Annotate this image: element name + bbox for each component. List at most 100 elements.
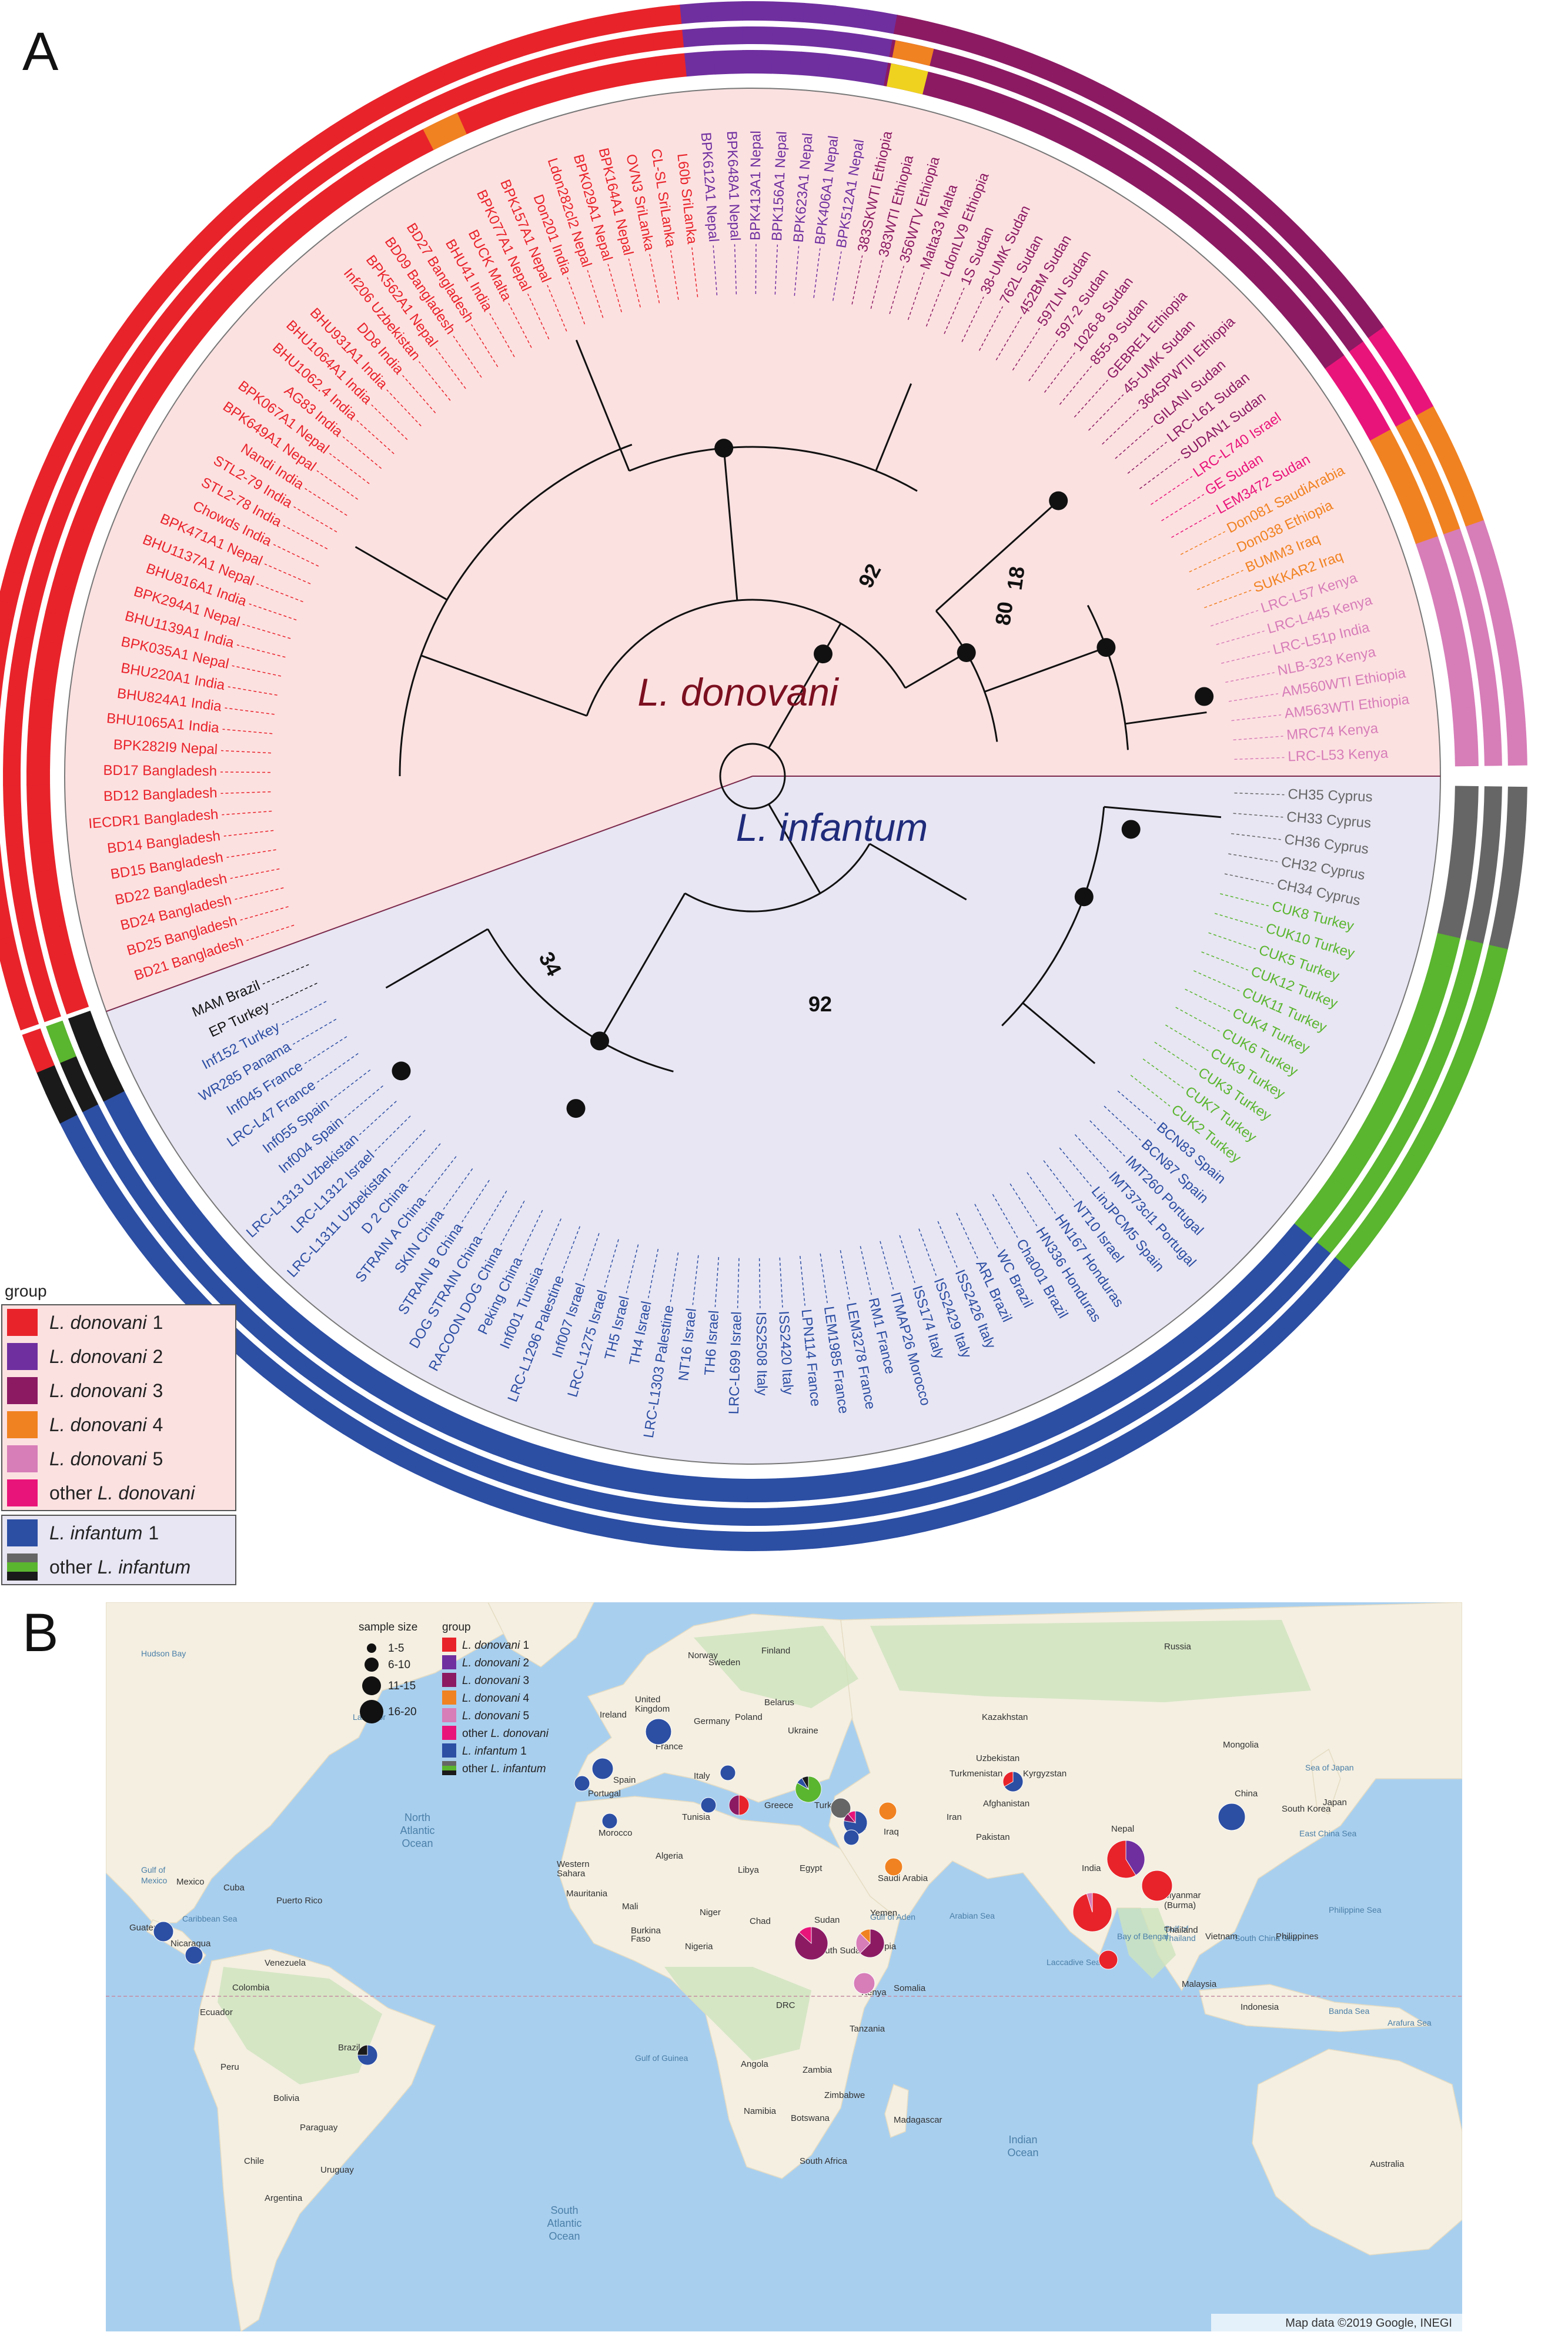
legend-swatch: [7, 1445, 38, 1472]
panel-b-label: B: [22, 1603, 59, 1663]
clade-infantum: L. infantum: [736, 806, 928, 849]
sample-pie-srilanka: [1098, 1950, 1118, 1970]
map-canvas: NorthAtlanticOceanSouthAtlanticOceanIndi…: [106, 1602, 1462, 2331]
support-node: [1121, 820, 1141, 839]
leaf-label: LRC-L699 Israel: [726, 1311, 745, 1414]
sample-pie-honduras: [153, 1921, 174, 1942]
legend-species: L. donovani: [49, 1414, 147, 1435]
place-label: Nicaragua: [170, 1939, 211, 1949]
place-label: United: [635, 1695, 660, 1705]
clade-donovani: L. donovani: [637, 670, 840, 714]
sample-pie-tunisia: [700, 1797, 717, 1813]
size-legend-title: sample size: [359, 1621, 417, 1633]
place-label: Bolivia: [273, 2093, 300, 2103]
ocean-label: Ocean: [549, 2230, 580, 2242]
place-label: Paraguay: [300, 2123, 338, 2133]
support-node: [1195, 687, 1214, 706]
sample-pie-panama: [185, 1946, 203, 1965]
place-label: Uzbekistan: [976, 1753, 1019, 1763]
place-label: Burkina: [631, 1926, 661, 1936]
sample-pie-brazil: [357, 2044, 378, 2066]
place-label: Chile: [244, 2156, 264, 2166]
sea-label: East China Sea: [1299, 1829, 1356, 1838]
bootstrap-value: 92: [808, 992, 832, 1016]
legend-suffix: 1: [152, 1311, 163, 1333]
support-node: [814, 644, 833, 664]
legend-swatch: [7, 1411, 38, 1438]
place-label: Norway: [688, 1651, 718, 1661]
legend-row: L. donovani 4: [2, 1408, 235, 1442]
place-label: Kyrgyzstan: [1023, 1769, 1066, 1779]
place-label: Philippines: [1276, 1932, 1319, 1942]
landmass: [487, 1602, 594, 1668]
place-label: Mongolia: [1223, 1740, 1259, 1750]
support-node: [392, 1061, 411, 1081]
vegetation: [870, 1620, 1311, 1702]
legend-row: other L. donovani: [2, 1476, 235, 1510]
place-label: Spain: [613, 1775, 636, 1785]
place-label: Niger: [700, 1907, 721, 1917]
sample-pie-palestine: [843, 1829, 860, 1846]
place-label: Faso: [631, 1934, 650, 1944]
place-label: Egypt: [800, 1863, 823, 1873]
map-credit: Map data ©2019 Google, INEGI: [1285, 2317, 1452, 2330]
sample-pie-cyprus: [830, 1798, 851, 1819]
legend-row: L. donovani 3: [2, 1374, 235, 1408]
group-legend-label: other L. infantum: [462, 1763, 546, 1775]
place-label: Sahara: [557, 1869, 586, 1879]
ocean-label: Ocean: [402, 1837, 433, 1849]
place-label: Sweden: [708, 1658, 740, 1668]
leaf-label: CH35 Cyprus: [1288, 786, 1373, 805]
legend-swatch: [7, 1377, 38, 1404]
sample-pie-spain: [591, 1758, 614, 1780]
place-label: Malaysia: [1182, 1979, 1217, 1989]
sea-label: Bay of Bengal: [1117, 1932, 1168, 1941]
legend-swatch: [7, 1519, 38, 1546]
size-legend-dot: [362, 1676, 381, 1695]
group-swatch: [442, 1708, 456, 1722]
legend-species: L. donovani: [49, 1311, 147, 1333]
leaf-label: BPK413A1 Nepal: [747, 131, 764, 240]
legend-species: L. donovani: [97, 1482, 195, 1504]
leaf-label: BPK648A1 Nepal: [724, 131, 743, 241]
place-label: Yemen: [870, 1908, 897, 1918]
group-legend-label: L. infantum 1: [462, 1745, 527, 1758]
place-label: Ecuador: [200, 2007, 233, 2017]
place-label: Peru: [220, 2062, 239, 2072]
place-label: Turkmenistan: [950, 1769, 1002, 1779]
group-legend-label: L. donovani 3: [462, 1675, 529, 1687]
ocean-label: Indian: [1008, 2134, 1037, 2146]
place-label: Myanmar: [1164, 1890, 1201, 1900]
legend-suffix: 5: [152, 1448, 163, 1469]
place-label: Vietnam: [1205, 1932, 1238, 1942]
sample-pie-france: [645, 1718, 672, 1745]
leaf-label: ISS2508 Italy: [753, 1312, 770, 1396]
place-label: Belarus: [764, 1698, 794, 1708]
sea-label: Caribbean Sea: [182, 1914, 238, 1923]
legend-species: L. donovani: [49, 1448, 147, 1469]
sea-label: Gulf of: [141, 1865, 165, 1875]
place-label: India: [1082, 1863, 1101, 1873]
sample-pie-malta: [728, 1795, 750, 1816]
sample-pie-morocco: [601, 1813, 618, 1829]
legend-suffix: 2: [152, 1345, 163, 1367]
group-swatch: [442, 1655, 456, 1669]
leaf-label: BD17 Bangladesh: [103, 763, 217, 780]
place-label: China: [1235, 1789, 1258, 1799]
place-label: Somalia: [894, 1983, 926, 1993]
legend-prefix: other: [49, 1556, 98, 1578]
panel-a-label: A: [22, 22, 59, 82]
place-label: Cuba: [223, 1883, 245, 1893]
sample-pie-iraq: [878, 1802, 897, 1820]
place-label: (Burma): [1164, 1900, 1196, 1910]
sample-pie-china: [1218, 1803, 1246, 1831]
group-legend-label: other L. donovani: [462, 1728, 549, 1740]
legend-row: other L. infantum: [2, 1550, 235, 1584]
size-legend-label: 16-20: [388, 1706, 417, 1718]
place-label: Ireland: [600, 1710, 627, 1720]
place-label: Ukraine: [788, 1726, 818, 1736]
sea-label: Banda Sea: [1329, 2006, 1369, 2016]
place-label: Mexico: [176, 1877, 205, 1887]
group-swatch: [442, 1766, 456, 1770]
